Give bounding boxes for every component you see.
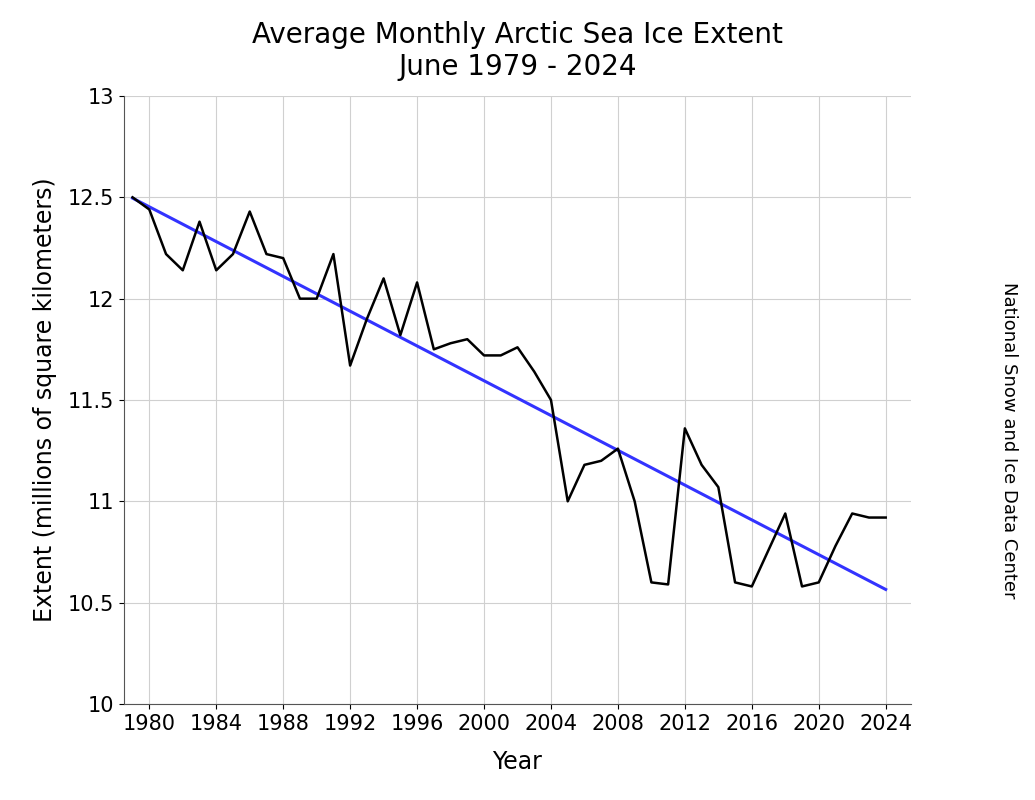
X-axis label: Year: Year [493, 750, 542, 774]
Text: National Snow and Ice Data Center: National Snow and Ice Data Center [1000, 282, 1018, 598]
Y-axis label: Extent (millions of square kilometers): Extent (millions of square kilometers) [33, 178, 57, 622]
Title: Average Monthly Arctic Sea Ice Extent
June 1979 - 2024: Average Monthly Arctic Sea Ice Extent Ju… [253, 21, 782, 81]
